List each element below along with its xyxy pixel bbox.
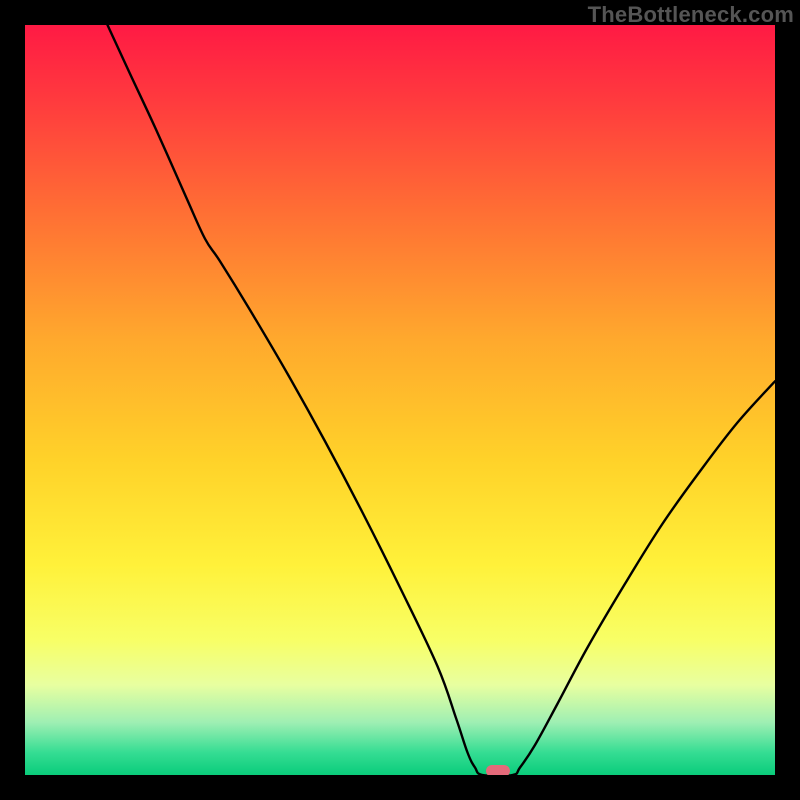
watermark-text: TheBottleneck.com [588, 2, 794, 28]
bottleneck-curve [25, 25, 775, 775]
bottleneck-curve-path [108, 25, 776, 775]
canvas-frame: TheBottleneck.com [0, 0, 800, 800]
plot-area [25, 25, 775, 775]
bottleneck-marker [486, 765, 510, 775]
